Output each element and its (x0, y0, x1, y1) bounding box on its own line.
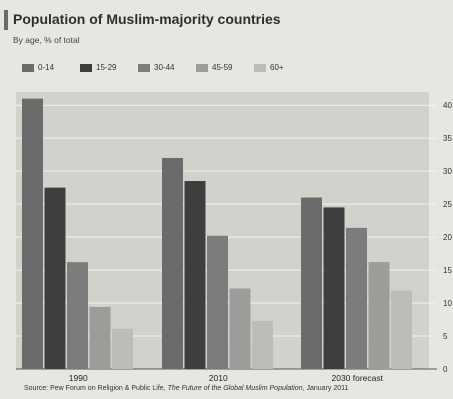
legend: 0-14 15-29 30-44 45-59 60+ (22, 63, 312, 72)
x-tick-label: 2010 (209, 373, 228, 383)
legend-label: 15-29 (96, 63, 117, 72)
legend-swatch (196, 63, 208, 72)
source-suffix: , January 2011 (302, 385, 349, 392)
y-tick-label: 35 (443, 134, 452, 143)
bar (301, 197, 322, 369)
y-tick-label: 0 (443, 365, 448, 374)
y-tick-label: 30 (443, 167, 452, 176)
legend-item: 30-44 (138, 63, 196, 72)
legend-item: 60+ (254, 63, 312, 72)
y-tick-label: 15 (443, 266, 452, 275)
chart-subtitle: By age, % of total (13, 35, 80, 45)
bar (346, 227, 367, 369)
bar (162, 157, 183, 369)
y-tick-label: 40 (443, 101, 452, 110)
y-tick-label: 25 (443, 200, 452, 209)
bar (89, 307, 111, 369)
bar (44, 187, 66, 369)
legend-swatch (80, 63, 92, 72)
chart-title: Population of Muslim-majority countries (13, 11, 281, 27)
bar (368, 262, 390, 369)
bar (112, 328, 133, 369)
bar (323, 207, 345, 369)
source-prefix: Source: Pew Forum on Religion & Public L… (24, 385, 168, 392)
legend-label: 45-59 (212, 63, 233, 72)
x-tick-label: 2030 forecast (331, 373, 383, 383)
bar (207, 235, 228, 369)
legend-item: 0-14 (22, 63, 80, 72)
source-title: The Future of the Global Muslim Populati… (167, 385, 303, 392)
legend-item: 45-59 (196, 63, 254, 72)
legend-label: 60+ (270, 63, 284, 72)
legend-swatch (138, 63, 150, 72)
bar (229, 288, 251, 369)
y-tick-label: 20 (443, 233, 452, 242)
bar (184, 181, 206, 369)
bar (22, 98, 43, 369)
legend-label: 0-14 (38, 63, 55, 72)
legend-swatch (254, 63, 266, 72)
legend-label: 30-44 (154, 63, 175, 72)
source-note: Source: Pew Forum on Religion & Public L… (24, 385, 348, 392)
y-tick-label: 10 (443, 299, 452, 308)
bar (252, 320, 273, 369)
x-tick-label: 1990 (69, 373, 88, 383)
y-tick-label: 5 (443, 332, 448, 341)
bar (391, 290, 412, 369)
title-accent-bar (4, 10, 8, 30)
legend-item: 15-29 (80, 63, 138, 72)
legend-swatch (22, 63, 34, 72)
bar (67, 262, 88, 369)
